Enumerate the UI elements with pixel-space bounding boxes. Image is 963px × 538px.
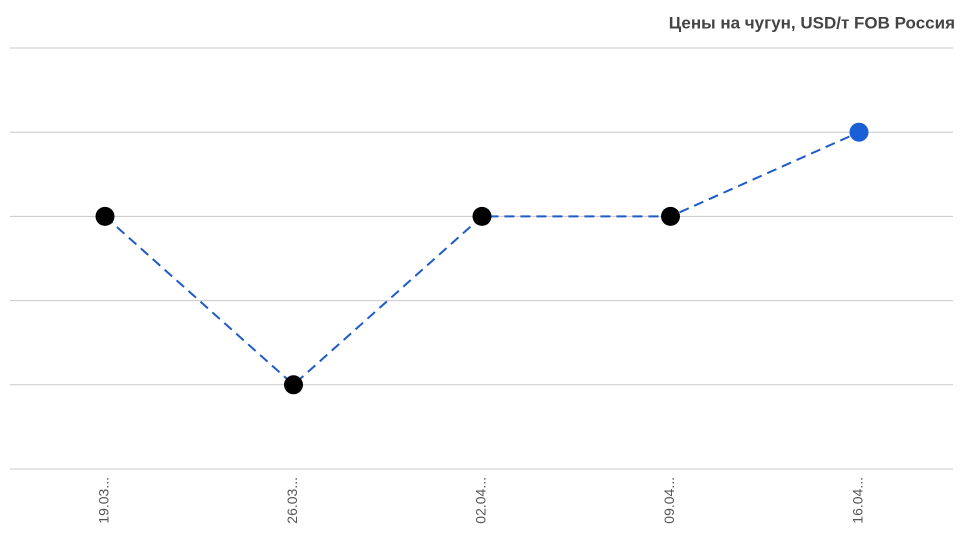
point (849, 122, 869, 142)
x-tick-label: 26.03... (284, 477, 300, 524)
point (472, 206, 492, 226)
point (284, 375, 303, 395)
point (661, 206, 680, 226)
point (95, 206, 115, 226)
x-tick-label: 19.03... (96, 477, 112, 524)
line (104, 131, 860, 387)
x-tick-label: 09.04... (661, 477, 677, 524)
chart-title: Цены на чугун, USD/т FOB Россия (669, 13, 955, 32)
x-tick-label: 16.04... (850, 477, 866, 524)
x-tick-label: 02.04... (473, 477, 489, 524)
